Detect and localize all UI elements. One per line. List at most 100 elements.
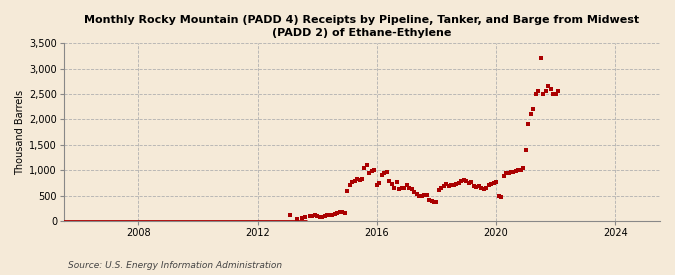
Point xyxy=(406,186,417,191)
Point xyxy=(488,181,499,185)
Point xyxy=(503,170,514,175)
Point xyxy=(451,182,462,186)
Text: Source: U.S. Energy Information Administration: Source: U.S. Energy Information Administ… xyxy=(68,260,281,270)
Point xyxy=(352,177,362,182)
Point xyxy=(349,179,360,184)
Point xyxy=(416,194,427,198)
Point xyxy=(329,212,340,217)
Point xyxy=(486,182,497,187)
Point xyxy=(454,181,464,185)
Point xyxy=(347,180,358,185)
Point xyxy=(458,178,469,182)
Point xyxy=(468,184,479,189)
Point xyxy=(463,181,474,186)
Point xyxy=(433,187,444,192)
Point xyxy=(553,89,564,94)
Point xyxy=(466,180,477,185)
Point xyxy=(309,213,320,217)
Point xyxy=(471,185,482,189)
Point xyxy=(371,183,382,188)
Point xyxy=(377,173,387,177)
Point xyxy=(429,200,439,204)
Point xyxy=(421,192,432,197)
Point xyxy=(481,186,491,190)
Point xyxy=(439,184,450,189)
Point xyxy=(404,186,414,190)
Point xyxy=(369,168,380,172)
Point xyxy=(508,170,519,174)
Point xyxy=(531,92,541,96)
Point xyxy=(550,92,561,96)
Point xyxy=(535,56,546,60)
Title: Monthly Rocky Mountain (PADD 4) Receipts by Pipeline, Tanker, and Barge from Mid: Monthly Rocky Mountain (PADD 4) Receipts… xyxy=(84,15,639,38)
Point xyxy=(367,169,377,174)
Point xyxy=(456,179,466,184)
Point xyxy=(362,163,373,167)
Point xyxy=(518,166,529,170)
Point xyxy=(340,211,350,215)
Point xyxy=(528,107,539,111)
Point xyxy=(364,170,375,175)
Point xyxy=(506,170,516,174)
Point xyxy=(409,189,420,194)
Point xyxy=(386,182,397,187)
Point xyxy=(389,186,400,190)
Point xyxy=(414,193,425,198)
Point xyxy=(446,183,457,188)
Point xyxy=(381,170,392,174)
Point xyxy=(436,185,447,190)
Point xyxy=(319,214,330,218)
Point xyxy=(344,183,355,188)
Point xyxy=(525,112,536,117)
Point xyxy=(307,214,318,218)
Point xyxy=(402,183,412,188)
Point xyxy=(322,213,333,218)
Point xyxy=(426,199,437,203)
Point xyxy=(292,217,303,221)
Point xyxy=(538,92,549,96)
Point xyxy=(334,210,345,214)
Point xyxy=(448,183,459,188)
Point xyxy=(304,214,315,219)
Point xyxy=(493,193,504,198)
Point xyxy=(285,213,296,218)
Point xyxy=(441,182,452,187)
Point xyxy=(533,89,544,94)
Point xyxy=(399,186,410,190)
Point xyxy=(327,213,338,217)
Point xyxy=(324,213,335,218)
Point xyxy=(374,181,385,185)
Point xyxy=(424,197,435,202)
Point xyxy=(392,180,402,185)
Point xyxy=(337,210,348,214)
Point xyxy=(431,200,442,204)
Point xyxy=(541,89,551,94)
Point xyxy=(479,186,489,191)
Point xyxy=(545,87,556,91)
Point xyxy=(473,184,484,189)
Point xyxy=(312,214,323,218)
Point xyxy=(491,180,502,185)
Point xyxy=(418,193,429,197)
Point xyxy=(315,215,325,219)
Point xyxy=(520,148,531,152)
Point xyxy=(523,122,534,127)
Point xyxy=(461,179,472,184)
Point xyxy=(548,92,559,96)
Point xyxy=(394,186,404,191)
Point xyxy=(516,168,526,172)
Point xyxy=(300,215,310,219)
Point xyxy=(513,168,524,172)
Point xyxy=(396,185,407,190)
Point xyxy=(384,179,395,184)
Point xyxy=(359,166,370,170)
Point xyxy=(543,84,554,89)
Point xyxy=(411,192,422,196)
Point xyxy=(510,169,521,174)
Point xyxy=(379,171,389,175)
Point xyxy=(356,177,367,182)
Point xyxy=(342,188,352,193)
Point xyxy=(443,184,454,189)
Point xyxy=(495,195,506,199)
Point xyxy=(332,211,343,215)
